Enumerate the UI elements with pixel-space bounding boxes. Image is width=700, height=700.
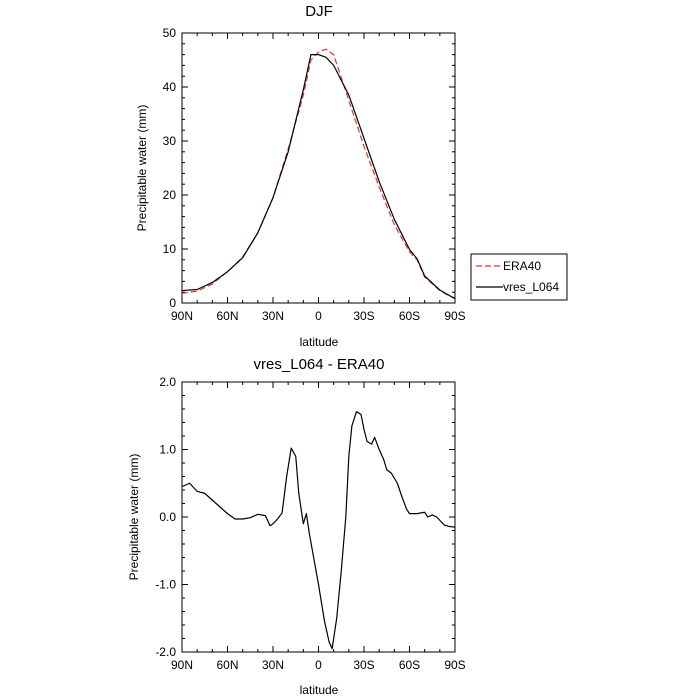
legend: ERA40 vres_L064 [470, 253, 568, 301]
y-tick-label: -1.0 [155, 578, 176, 592]
y-tick-label: 1.0 [159, 443, 176, 457]
x-tick-label: 60S [399, 309, 420, 323]
x-tick-label: 30N [262, 309, 284, 323]
panel-2-frame [181, 381, 456, 653]
panel-2-ylabel: Precipitable water (mm) [127, 454, 141, 581]
x-tick-label: 90S [444, 658, 465, 672]
y-tick-label: 0.0 [159, 510, 176, 524]
x-tick-label: 30S [353, 309, 374, 323]
y-tick-label: 0 [169, 296, 176, 310]
panel-1-series [181, 48, 456, 300]
series-line-vres-l064 [181, 53, 456, 300]
legend-label-vres: vres_L064 [503, 280, 559, 294]
legend-box [470, 253, 568, 301]
x-tick-label: 0 [315, 658, 322, 672]
x-tick-label: 90N [171, 309, 193, 323]
panel-djf: DJF 90N 60N 30N 0 30S 60S 90S 0 10 20 30 40 50 latit… [135, 3, 466, 349]
x-tick-label: 60N [216, 658, 238, 672]
y-tick-label: 20 [163, 188, 177, 202]
x-tick-label: 30S [353, 658, 374, 672]
panel-1-title: DJF [305, 3, 333, 20]
y-tick-label: 40 [163, 80, 177, 94]
panel-2-series [181, 411, 456, 650]
panel-diff: vres_L064 - ERA40 90N 60N 30N 0 30S 60S 90S -2.… [127, 356, 466, 697]
y-tick-label: 10 [163, 242, 177, 256]
series-line-vres-l064-era40 [181, 411, 456, 650]
x-tick-label: 0 [315, 309, 322, 323]
y-tick-label: 2.0 [159, 375, 176, 389]
x-tick-label: 90N [171, 658, 193, 672]
series-line-era40 [181, 48, 456, 299]
x-tick-label: 90S [444, 309, 465, 323]
y-tick-label: 30 [163, 134, 177, 148]
panel-1-ylabel: Precipitable water (mm) [135, 105, 149, 232]
x-tick-label: 60S [399, 658, 420, 672]
panel-1-ticks: 90N 60N 30N 0 30S 60S 90S 0 10 20 30 40 50 [163, 26, 466, 323]
panel-2-xlabel: latitude [300, 683, 339, 697]
panel-2-ticks: 90N 60N 30N 0 30S 60S 90S -2.0 -1.0 0.0 1.0 2.0 [155, 375, 465, 672]
panel-2-title: vres_L064 - ERA40 [254, 356, 385, 373]
panel-1-frame [181, 32, 456, 304]
x-tick-label: 30N [262, 658, 284, 672]
panel-1-xlabel: latitude [300, 335, 339, 349]
y-tick-label: 50 [163, 26, 177, 40]
y-tick-label: -2.0 [155, 645, 176, 659]
legend-label-era40: ERA40 [503, 259, 541, 273]
x-tick-label: 60N [216, 309, 238, 323]
